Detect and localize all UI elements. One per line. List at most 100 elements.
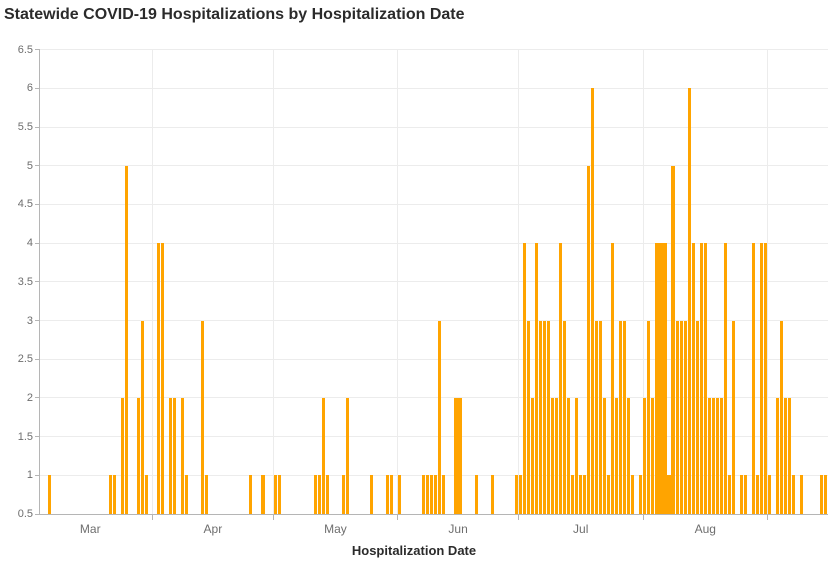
bar[interactable] bbox=[48, 475, 52, 514]
bar[interactable] bbox=[663, 243, 667, 514]
bar[interactable] bbox=[719, 397, 723, 514]
bar[interactable] bbox=[514, 475, 518, 514]
bar[interactable] bbox=[599, 320, 603, 514]
bar[interactable] bbox=[426, 475, 430, 514]
bar[interactable] bbox=[430, 475, 434, 514]
bar[interactable] bbox=[587, 165, 591, 514]
bar[interactable] bbox=[792, 475, 796, 514]
bar[interactable] bbox=[800, 475, 804, 514]
bar[interactable] bbox=[679, 320, 683, 514]
bar[interactable] bbox=[655, 243, 659, 514]
bar[interactable] bbox=[575, 397, 579, 514]
bar[interactable] bbox=[144, 475, 148, 514]
bar[interactable] bbox=[671, 165, 675, 514]
bar[interactable] bbox=[112, 475, 116, 514]
bar[interactable] bbox=[595, 320, 599, 514]
bar[interactable] bbox=[651, 397, 655, 514]
bar[interactable] bbox=[759, 243, 764, 514]
bar[interactable] bbox=[120, 397, 124, 514]
bar[interactable] bbox=[631, 475, 635, 514]
bar[interactable] bbox=[173, 397, 177, 514]
bar[interactable] bbox=[526, 320, 530, 514]
bar[interactable] bbox=[695, 320, 699, 514]
bar[interactable] bbox=[434, 475, 438, 514]
bar[interactable] bbox=[156, 243, 161, 514]
bar[interactable] bbox=[703, 243, 707, 514]
bar[interactable] bbox=[325, 475, 329, 514]
bar[interactable] bbox=[707, 397, 711, 514]
bar[interactable] bbox=[522, 243, 526, 514]
bar[interactable] bbox=[261, 475, 265, 514]
bar[interactable] bbox=[731, 320, 735, 514]
bar[interactable] bbox=[398, 475, 402, 514]
bar[interactable] bbox=[683, 320, 687, 514]
bar[interactable] bbox=[390, 475, 394, 514]
bar[interactable] bbox=[619, 320, 623, 514]
bar[interactable] bbox=[442, 475, 446, 514]
bar[interactable] bbox=[422, 475, 426, 514]
bar[interactable] bbox=[438, 320, 442, 514]
bar[interactable] bbox=[643, 397, 647, 514]
bar[interactable] bbox=[317, 475, 321, 514]
bar[interactable] bbox=[675, 320, 679, 514]
bar[interactable] bbox=[647, 320, 651, 514]
bar[interactable] bbox=[566, 397, 571, 514]
bar[interactable] bbox=[277, 475, 281, 514]
bar[interactable] bbox=[727, 475, 731, 514]
bar[interactable] bbox=[751, 243, 755, 514]
bar[interactable] bbox=[659, 243, 663, 514]
bar[interactable] bbox=[667, 475, 671, 514]
bar[interactable] bbox=[687, 88, 691, 514]
bar[interactable] bbox=[623, 320, 627, 514]
bar[interactable] bbox=[108, 475, 112, 514]
bar[interactable] bbox=[490, 475, 494, 514]
bar[interactable] bbox=[474, 475, 478, 514]
bar[interactable] bbox=[780, 320, 784, 514]
bar[interactable] bbox=[639, 475, 643, 514]
bar[interactable] bbox=[273, 475, 277, 514]
bar[interactable] bbox=[743, 475, 747, 514]
bar[interactable] bbox=[776, 397, 780, 514]
bar[interactable] bbox=[345, 397, 349, 514]
bar[interactable] bbox=[579, 475, 583, 514]
bar[interactable] bbox=[201, 320, 205, 514]
bar[interactable] bbox=[607, 475, 611, 514]
bar[interactable] bbox=[583, 475, 587, 514]
bar[interactable] bbox=[369, 475, 374, 514]
bar[interactable] bbox=[615, 397, 619, 514]
bar[interactable] bbox=[784, 397, 788, 514]
bar[interactable] bbox=[550, 397, 554, 514]
bar[interactable] bbox=[603, 397, 607, 514]
bar[interactable] bbox=[534, 243, 538, 514]
bar[interactable] bbox=[124, 165, 128, 514]
bar[interactable] bbox=[554, 397, 559, 514]
bar[interactable] bbox=[562, 320, 567, 514]
bar[interactable] bbox=[723, 243, 727, 514]
bar[interactable] bbox=[739, 475, 743, 514]
bar[interactable] bbox=[341, 475, 345, 514]
bar[interactable] bbox=[249, 475, 253, 514]
bar[interactable] bbox=[205, 475, 209, 514]
bar[interactable] bbox=[136, 397, 140, 514]
bar[interactable] bbox=[160, 243, 165, 514]
bar[interactable] bbox=[715, 397, 719, 514]
bar[interactable] bbox=[755, 475, 760, 514]
bar[interactable] bbox=[611, 243, 615, 514]
bar[interactable] bbox=[313, 475, 317, 514]
bar[interactable] bbox=[788, 397, 792, 514]
bar[interactable] bbox=[530, 397, 534, 514]
bar[interactable] bbox=[458, 397, 462, 514]
bar[interactable] bbox=[454, 397, 458, 514]
bar[interactable] bbox=[546, 320, 550, 514]
bar[interactable] bbox=[558, 243, 563, 514]
bar[interactable] bbox=[181, 397, 185, 514]
bar[interactable] bbox=[542, 320, 546, 514]
bar[interactable] bbox=[518, 475, 522, 514]
bar[interactable] bbox=[691, 243, 695, 514]
bar[interactable] bbox=[763, 243, 768, 514]
bar[interactable] bbox=[820, 475, 824, 514]
bar[interactable] bbox=[538, 320, 542, 514]
bar[interactable] bbox=[570, 475, 575, 514]
bar[interactable] bbox=[627, 397, 631, 514]
bar[interactable] bbox=[168, 397, 173, 514]
